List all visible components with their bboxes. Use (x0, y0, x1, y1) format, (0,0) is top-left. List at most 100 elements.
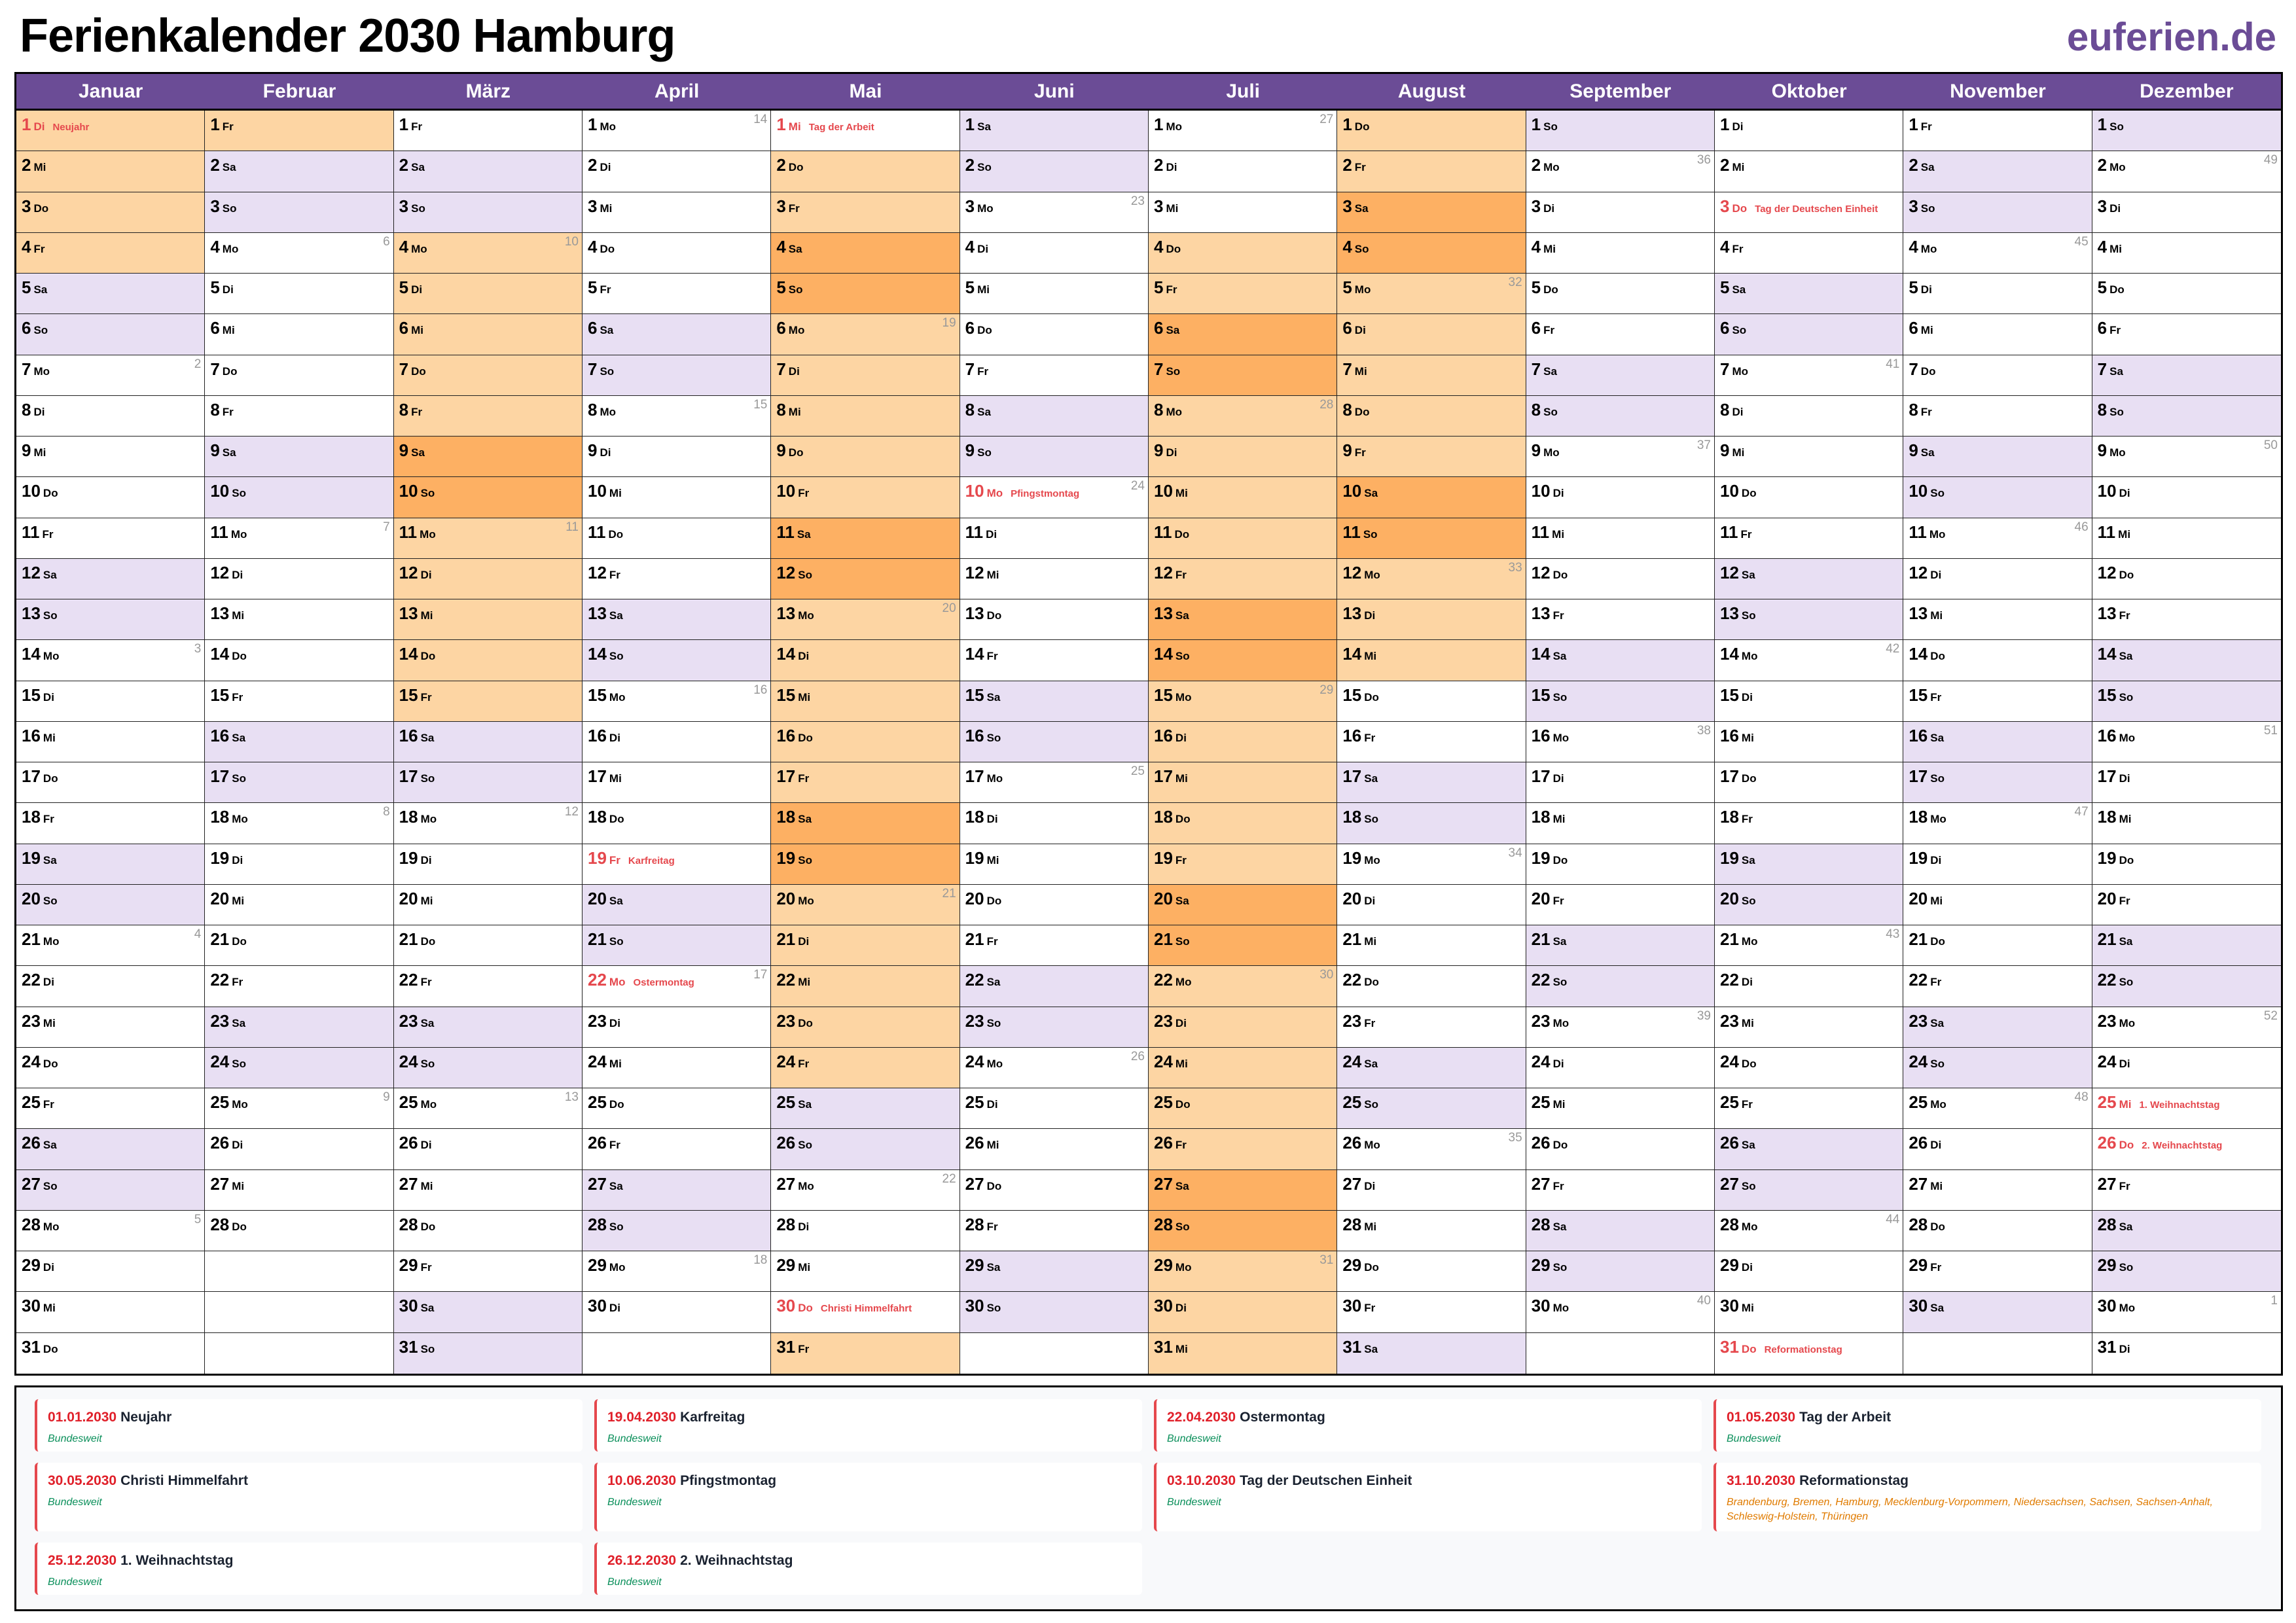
day-cell[interactable]: 4 Fr (16, 232, 206, 274)
day-cell[interactable]: 26 Mo 35 (1337, 1129, 1526, 1170)
day-cell[interactable]: 21 Mi (1337, 925, 1526, 967)
day-cell[interactable]: 3 Di (1526, 192, 1715, 233)
day-cell[interactable]: 11 Di (960, 518, 1149, 559)
day-cell[interactable]: 15 Di (16, 681, 206, 722)
day-cell[interactable]: 13 Mi (393, 599, 583, 641)
day-cell[interactable]: 19 Fr (1149, 844, 1338, 885)
day-cell[interactable]: 23 Do (771, 1007, 960, 1048)
day-cell[interactable]: 26 Di (393, 1129, 583, 1170)
day-cell[interactable]: 18 Do (583, 803, 772, 844)
day-cell[interactable]: 15 Sa (960, 681, 1149, 722)
day-cell[interactable]: 11 Mo 46 (1903, 518, 2092, 559)
day-cell[interactable]: 24 Do (16, 1047, 206, 1089)
day-cell[interactable]: 13 Sa (583, 599, 772, 641)
day-cell[interactable]: 10 So (1903, 477, 2092, 518)
day-cell[interactable]: 8 Fr (393, 395, 583, 437)
day-cell[interactable]: 7 So (583, 355, 772, 396)
day-cell[interactable]: 15 So (1526, 681, 1715, 722)
day-cell[interactable]: 25 Do (583, 1088, 772, 1130)
day-cell[interactable]: 23 Sa (205, 1007, 394, 1048)
day-cell[interactable]: 9 So (960, 437, 1149, 478)
day-cell[interactable]: 4 Mo 10 (393, 232, 583, 274)
holiday-day-cell[interactable]: 22 Mo Ostermontag 17 (583, 966, 772, 1007)
day-cell[interactable]: 13 Mo 20 (771, 599, 960, 641)
holiday-day-cell[interactable]: 26 Do 2. Weihnachtstag (2092, 1129, 2281, 1170)
day-cell[interactable]: 19 Di (393, 844, 583, 885)
day-cell[interactable]: 31 Di (2092, 1332, 2281, 1374)
day-cell[interactable]: 27 Do (960, 1169, 1149, 1211)
day-cell[interactable]: 20 Fr (2092, 884, 2281, 926)
day-cell[interactable]: 4 Do (583, 232, 772, 274)
day-cell[interactable]: 25 Di (960, 1088, 1149, 1130)
day-cell[interactable]: 17 So (393, 762, 583, 804)
day-cell[interactable]: 12 Fr (1149, 558, 1338, 600)
day-cell[interactable]: 8 Do (1337, 395, 1526, 437)
day-cell[interactable]: 17 Fr (771, 762, 960, 804)
day-cell[interactable]: 9 Sa (205, 437, 394, 478)
day-cell[interactable]: 7 So (1149, 355, 1338, 396)
holiday-day-cell[interactable]: 25 Mi 1. Weihnachtstag (2092, 1088, 2281, 1130)
day-cell[interactable]: 22 So (2092, 966, 2281, 1007)
day-cell[interactable]: 21 Do (393, 925, 583, 967)
day-cell[interactable]: 4 Mo 45 (1903, 232, 2092, 274)
day-cell[interactable]: 21 So (583, 925, 772, 967)
day-cell[interactable]: 22 Sa (960, 966, 1149, 1007)
day-cell[interactable]: 23 Mo 52 (2092, 1007, 2281, 1048)
day-cell[interactable]: 6 Sa (1149, 314, 1338, 355)
day-cell[interactable]: 1 Fr (393, 111, 583, 152)
day-cell[interactable]: 25 Do (1149, 1088, 1338, 1130)
day-cell[interactable]: 24 Di (1526, 1047, 1715, 1089)
day-cell[interactable]: 18 Mi (2092, 803, 2281, 844)
day-cell[interactable]: 16 Mi (1715, 721, 1904, 763)
day-cell[interactable]: 25 So (1337, 1088, 1526, 1130)
day-cell[interactable]: 7 Sa (1526, 355, 1715, 396)
day-cell[interactable]: 23 Mo 39 (1526, 1007, 1715, 1048)
holiday-day-cell[interactable]: 19 Fr Karfreitag (583, 844, 772, 885)
day-cell[interactable]: 24 Mi (1149, 1047, 1338, 1089)
day-cell[interactable]: 15 Mo 16 (583, 681, 772, 722)
day-cell[interactable]: 15 Do (1337, 681, 1526, 722)
day-cell[interactable]: 9 Mo 37 (1526, 437, 1715, 478)
day-cell[interactable]: 10 Mi (1149, 477, 1338, 518)
day-cell[interactable]: 21 Di (771, 925, 960, 967)
day-cell[interactable]: 23 Sa (393, 1007, 583, 1048)
day-cell[interactable]: 4 Sa (771, 232, 960, 274)
day-cell[interactable]: 11 Do (1149, 518, 1338, 559)
day-cell[interactable]: 30 Fr (1337, 1292, 1526, 1333)
day-cell[interactable]: 25 Mi (1526, 1088, 1715, 1130)
day-cell[interactable]: 17 Mi (1149, 762, 1338, 804)
day-cell[interactable]: 14 Sa (1526, 640, 1715, 681)
day-cell[interactable]: 21 Sa (2092, 925, 2281, 967)
day-cell[interactable]: 23 Mi (16, 1007, 206, 1048)
brand-logo[interactable]: euferien.de (2066, 15, 2276, 59)
day-cell[interactable]: 10 Do (1715, 477, 1904, 518)
day-cell[interactable]: 16 So (960, 721, 1149, 763)
day-cell[interactable]: 11 Mi (2092, 518, 2281, 559)
day-cell[interactable]: 19 Do (1526, 844, 1715, 885)
day-cell[interactable]: 19 Mo 34 (1337, 844, 1526, 885)
day-cell[interactable]: 3 Mi (1149, 192, 1338, 233)
day-cell[interactable]: 5 Sa (16, 274, 206, 315)
day-cell[interactable]: 12 So (771, 558, 960, 600)
day-cell[interactable]: 20 Di (1337, 884, 1526, 926)
day-cell[interactable]: 23 Fr (1337, 1007, 1526, 1048)
day-cell[interactable]: 9 Mi (1715, 437, 1904, 478)
day-cell[interactable]: 11 Do (583, 518, 772, 559)
day-cell[interactable]: 29 Sa (960, 1251, 1149, 1293)
day-cell[interactable]: 17 Mo 25 (960, 762, 1149, 804)
day-cell[interactable]: 21 Mo 4 (16, 925, 206, 967)
day-cell[interactable]: 2 Di (583, 151, 772, 192)
day-cell[interactable]: 26 Sa (16, 1129, 206, 1170)
day-cell[interactable]: 16 Di (1149, 721, 1338, 763)
day-cell[interactable]: 14 Mo 42 (1715, 640, 1904, 681)
day-cell[interactable]: 5 Di (393, 274, 583, 315)
day-cell[interactable]: 18 Mi (1526, 803, 1715, 844)
day-cell[interactable]: 10 Do (16, 477, 206, 518)
day-cell[interactable]: 17 Do (16, 762, 206, 804)
holiday-day-cell[interactable]: 30 Do Christi Himmelfahrt (771, 1292, 960, 1333)
day-cell[interactable]: 12 Di (205, 558, 394, 600)
day-cell[interactable]: 27 Mi (205, 1169, 394, 1211)
day-cell[interactable]: 18 Mo 47 (1903, 803, 2092, 844)
day-cell[interactable]: 10 So (393, 477, 583, 518)
day-cell[interactable]: 29 Mo 18 (583, 1251, 772, 1293)
